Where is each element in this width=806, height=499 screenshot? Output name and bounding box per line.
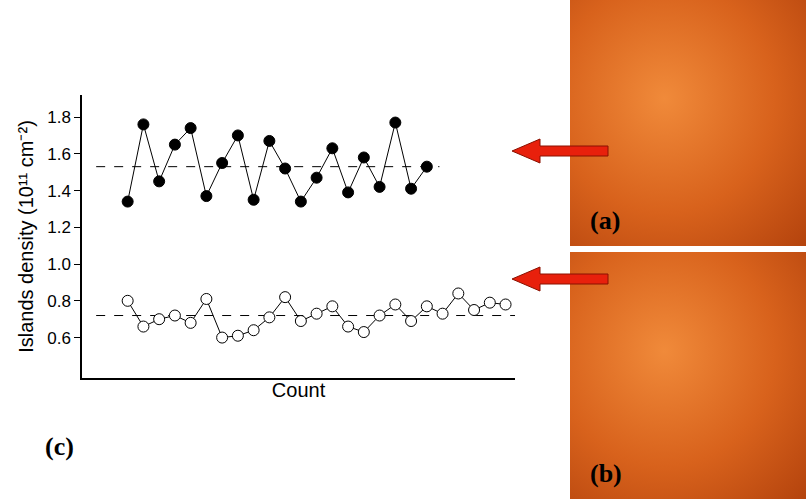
- svg-text:0.8: 0.8: [47, 292, 71, 311]
- html-text:(b): (b): [590, 459, 622, 488]
- svg-text:1.0: 1.0: [47, 255, 71, 274]
- svg-text:(c): (c): [45, 432, 74, 461]
- svg-text:Count: Count: [272, 379, 326, 401]
- svg-text:1.8: 1.8: [47, 108, 71, 127]
- svg-text:1.6: 1.6: [47, 145, 71, 164]
- svg-text:0.6: 0.6: [47, 329, 71, 348]
- svg-text:1.2: 1.2: [47, 218, 71, 237]
- svg-text:Islands density (10¹¹ cm⁻²): Islands density (10¹¹ cm⁻²): [15, 120, 37, 353]
- svg-text:1.4: 1.4: [47, 182, 71, 201]
- html-text:(a): (a): [590, 206, 621, 235]
